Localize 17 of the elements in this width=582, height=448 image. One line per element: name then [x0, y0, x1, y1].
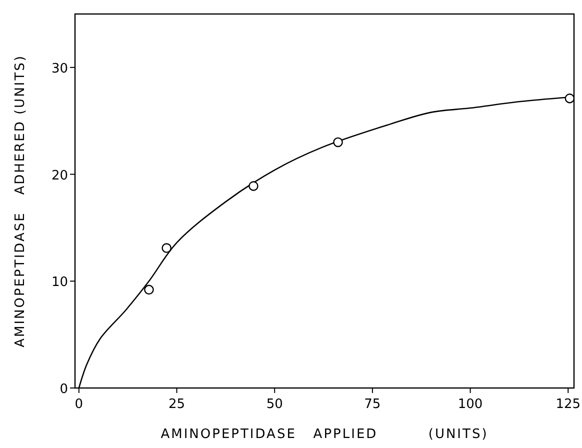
point	[144, 284, 154, 295]
point	[333, 137, 343, 148]
y-axis-title: AMINOPEPTIDASE ADHERED (UNITS)	[13, 54, 28, 348]
x-axis-title: AMINOPEPTIDASE APPLIED (UNITS)	[160, 427, 488, 442]
x-tick-label: 100	[458, 397, 483, 412]
point	[162, 243, 172, 253]
y-tick-label: 30	[51, 61, 68, 76]
x-tick-label: 75	[364, 397, 381, 412]
y-tick-label: 20	[51, 168, 68, 184]
point	[564, 94, 575, 104]
x-tick-label: 25	[168, 397, 186, 412]
x-tick-label: 50	[266, 397, 283, 412]
y-tick-label: 10	[51, 275, 68, 290]
x-tick-label: 0	[74, 397, 84, 412]
point	[248, 181, 258, 191]
y-tick-label: 0	[60, 382, 68, 397]
x-tick-label: 125	[556, 397, 581, 412]
